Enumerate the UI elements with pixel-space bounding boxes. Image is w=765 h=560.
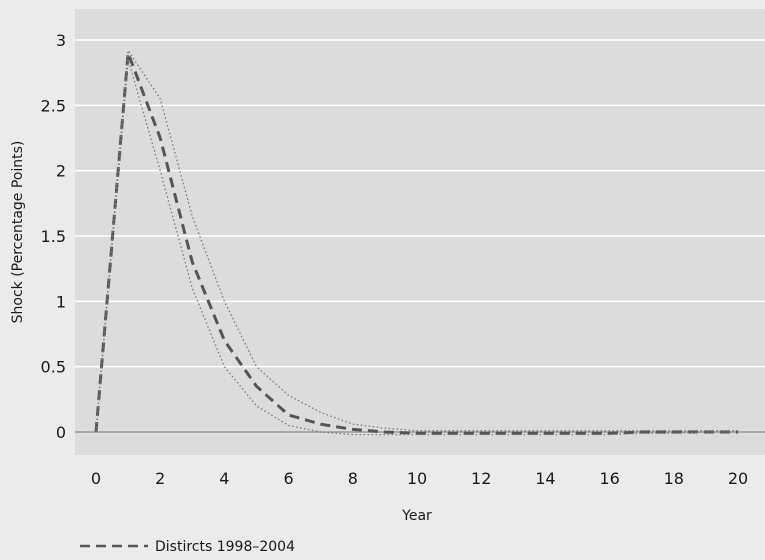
y-tick-label: 2 [56,162,66,181]
y-tick-label: 3 [56,31,66,50]
series-line-band [95,58,738,436]
legend-label: Distircts 1998–2004 [155,539,295,555]
y-tick-label: 0 [56,423,66,442]
series-line-band [95,49,738,433]
x-tick-label: 14 [535,469,555,488]
x-tick-label: 8 [348,469,358,488]
x-tick-label: 16 [599,469,619,488]
y-axis-title: Shock (Percentage Points) [10,141,26,324]
series-lines [94,49,738,436]
gridlines [75,39,765,433]
x-tick-label: 20 [728,469,748,488]
x-axis-title: Year [401,508,432,524]
y-tick-label: 0.5 [41,358,66,377]
x-tick-label: 12 [471,469,491,488]
x-tick-label: 6 [284,469,294,488]
x-axis-ticks: 0 2 4 6 8 10 12 14 16 18 20 [91,469,748,488]
x-tick-label: 4 [219,469,229,488]
x-tick-label: 2 [155,469,165,488]
x-tick-label: 18 [664,469,684,488]
y-tick-label: 2.5 [41,96,66,115]
y-tick-label: 1 [56,292,66,311]
x-tick-label: 10 [407,469,427,488]
plot-background [75,9,765,455]
x-tick-label: 0 [91,469,101,488]
series-line-main [94,51,738,435]
y-tick-label: 1.5 [41,227,66,246]
y-axis-ticks: 0 0.5 1 1.5 2 2.5 3 [41,31,66,442]
legend: Distircts 1998–2004 [80,539,295,555]
